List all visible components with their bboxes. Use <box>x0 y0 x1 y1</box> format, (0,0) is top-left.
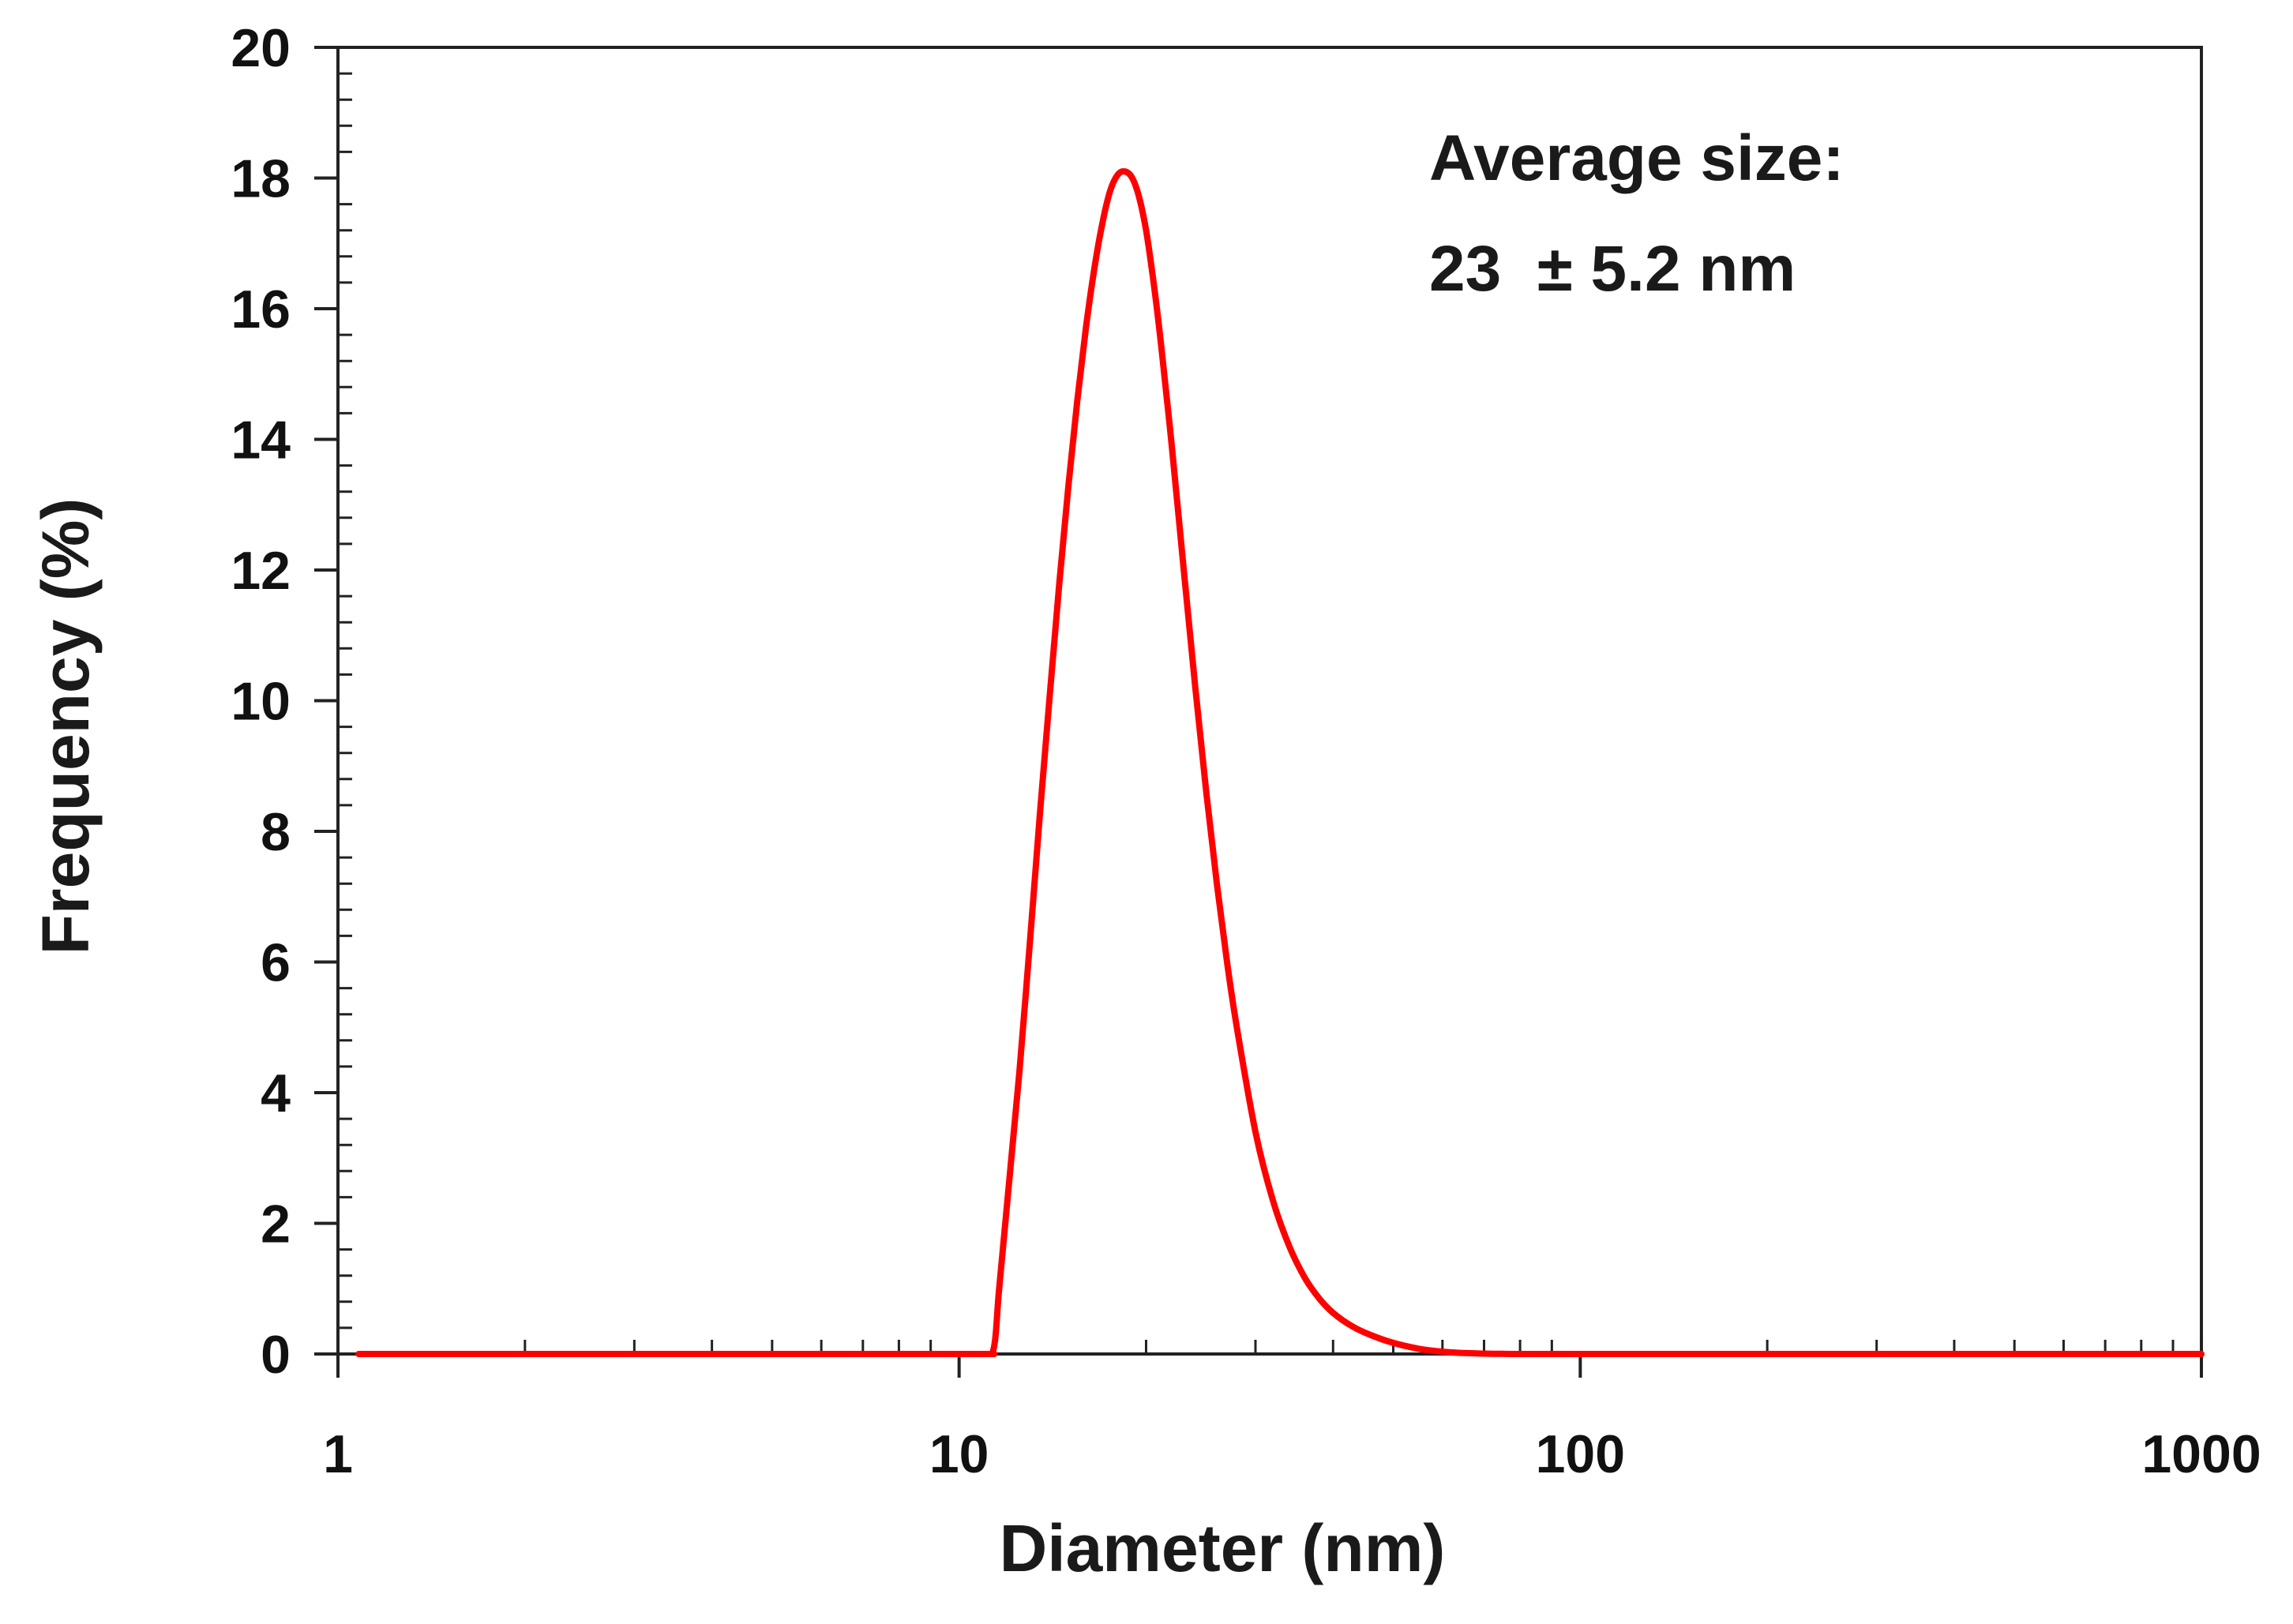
annotation-average-size-value: 23 ± 5.2 nm <box>1429 233 1796 305</box>
plot-border <box>336 46 2203 1356</box>
y-tick-label: 12 <box>231 541 291 601</box>
x-tick-labels: 1 10 100 1000 <box>323 1424 2261 1484</box>
y-tick-label: 2 <box>261 1195 291 1255</box>
y-axis-title: Frequency (%) <box>28 498 103 955</box>
annotation-average-size-label: Average size: <box>1429 122 1845 194</box>
major-ticks <box>314 46 2203 1378</box>
x-tick-label: 100 <box>1536 1424 1625 1484</box>
x-tick-label: 10 <box>929 1424 989 1484</box>
plot-area <box>336 46 2203 1356</box>
x-axis-title: Diameter (nm) <box>1000 1511 1446 1585</box>
y-tick-label: 18 <box>231 149 291 209</box>
minor-ticks <box>338 72 2175 1354</box>
series-line <box>355 167 2205 1358</box>
y-tick-label: 14 <box>231 411 291 471</box>
x-tick-label: 1000 <box>2141 1424 2261 1484</box>
y-tick-label: 8 <box>261 802 291 862</box>
y-tick-label: 20 <box>231 18 291 78</box>
y-tick-labels: 0 2 4 6 8 10 12 14 16 18 20 <box>231 18 291 1385</box>
y-tick-label: 6 <box>261 933 291 993</box>
y-tick-label: 0 <box>261 1325 291 1385</box>
series-layer <box>355 167 2205 1358</box>
y-tick-label: 10 <box>231 672 291 732</box>
y-tick-label: 4 <box>261 1063 291 1123</box>
y-tick-label: 16 <box>231 279 291 339</box>
x-tick-label: 1 <box>323 1424 353 1484</box>
